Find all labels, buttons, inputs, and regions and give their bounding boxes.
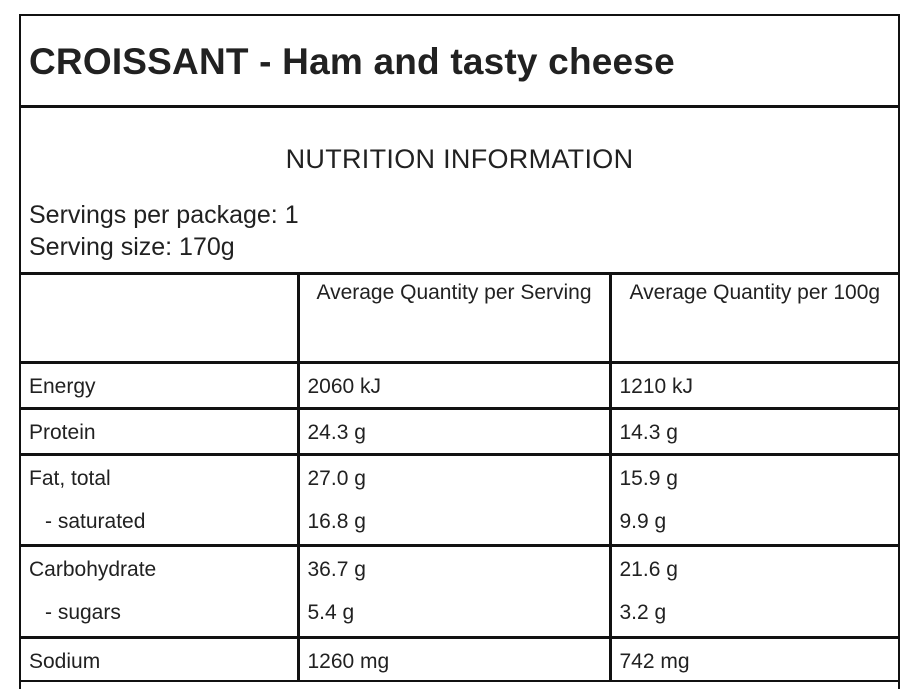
per-serving-value: 16.8 g [307, 509, 366, 533]
title-section: CROISSANT - Ham and tasty cheese [21, 16, 898, 108]
table-row: - sugars 5.4 g 3.2 g [21, 591, 898, 639]
per-100g-value: 3.2 g [619, 601, 667, 624]
per-serving-cell: 16.8 g [298, 499, 612, 547]
product-title: CROISSANT - Ham and tasty cheese [29, 41, 675, 82]
table-row: Protein 24.3 g 14.3 g [21, 408, 898, 456]
header-cell-per-serving: Average Quantity per Serving [298, 275, 612, 364]
per-serving-value: 5.4 g [307, 601, 355, 624]
per-serving-cell: 1260 mg [298, 637, 612, 682]
per-100g-value: 15.9 g [619, 466, 678, 490]
header-cell-blank [21, 275, 300, 364]
nutrient-label: Protein [29, 420, 96, 444]
per-serving-cell: 27.0 g [298, 454, 612, 500]
per-100g-cell: 742 mg [610, 637, 898, 682]
per-serving-value: 2060 kJ [307, 374, 382, 398]
nutrient-label: Fat, total [29, 466, 111, 490]
per-100g-cell: 21.6 g [610, 546, 898, 592]
nutrient-label-cell: - saturated [21, 499, 300, 547]
nutrient-label: Sodium [29, 649, 101, 673]
per-100g-cell: 9.9 g [610, 499, 898, 547]
nutrition-panel: CROISSANT - Ham and tasty cheese NUTRITI… [19, 14, 900, 689]
nutrient-label-cell: Energy [21, 362, 300, 410]
per-100g-cell: 3.2 g [610, 591, 898, 639]
per-serving-cell: 36.7 g [298, 545, 612, 591]
per-serving-value: 1260 mg [307, 649, 390, 673]
serving-size: Serving size: 170g [29, 233, 235, 261]
nutrient-sublabel: - sugars [45, 601, 121, 624]
per-100g-value: 14.3 g [619, 420, 678, 444]
per-100g-value: 1210 kJ [619, 374, 694, 398]
per-serving-cell: 5.4 g [298, 591, 612, 639]
nutrient-label-cell: Protein [21, 408, 300, 456]
per-serving-value: 36.7 g [307, 558, 366, 581]
table-row: - saturated 16.8 g 9.9 g [21, 499, 898, 547]
per-100g-cell: 1210 kJ [610, 362, 898, 410]
table-row: Carbohydrate 36.7 g 21.6 g [21, 545, 898, 592]
servings-per-package: Servings per package: 1 [29, 201, 299, 229]
table-header-row: Average Quantity per Serving Average Qua… [21, 275, 898, 364]
per-serving-value: 24.3 g [307, 420, 366, 444]
nutrient-label: Energy [29, 374, 96, 398]
nutrition-heading: NUTRITION INFORMATION [285, 144, 634, 174]
per-100g-cell: 14.3 g [610, 408, 898, 456]
nutrient-label-cell: - sugars [21, 591, 300, 639]
per-100g-value: 742 mg [619, 649, 690, 673]
nutrient-label-cell: Sodium [21, 637, 300, 682]
nutrient-label: Carbohydrate [29, 558, 157, 581]
nutrient-label-cell: Fat, total [21, 454, 300, 500]
servings-block: Servings per package: 1 Serving size: 17… [29, 199, 299, 263]
nutrition-table: Average Quantity per Serving Average Qua… [21, 275, 898, 682]
header-cell-per-100g: Average Quantity per 100g [610, 275, 898, 364]
table-row: Energy 2060 kJ 1210 kJ [21, 362, 898, 410]
per-serving-cell: 2060 kJ [298, 362, 612, 410]
table-row: Sodium 1260 mg 742 mg [21, 637, 898, 682]
per-100g-value: 21.6 g [619, 558, 678, 581]
per-100g-cell: 15.9 g [610, 454, 898, 500]
per-serving-cell: 24.3 g [298, 408, 612, 456]
nutrient-label-cell: Carbohydrate [21, 545, 300, 591]
info-section: NUTRITION INFORMATION Servings per packa… [21, 108, 898, 275]
per-100g-value: 9.9 g [619, 509, 667, 533]
table-row: Fat, total 27.0 g 15.9 g [21, 454, 898, 500]
per-serving-value: 27.0 g [307, 466, 366, 490]
nutrient-sublabel: - saturated [45, 509, 146, 533]
